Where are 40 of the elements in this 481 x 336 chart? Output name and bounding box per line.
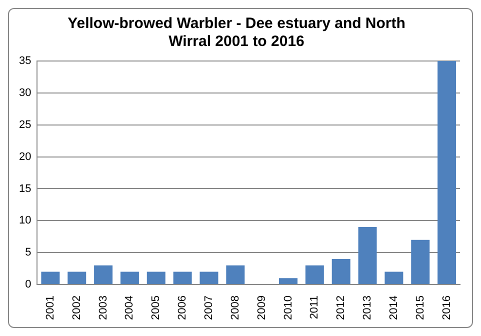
x-tick-label: 2011 xyxy=(308,296,321,320)
bar xyxy=(120,272,139,284)
bar xyxy=(226,265,245,284)
x-tick-label: 2008 xyxy=(229,296,242,320)
bar xyxy=(94,265,113,284)
x-tick-label: 2001 xyxy=(44,296,56,320)
y-tick-label: 35 xyxy=(18,55,32,68)
y-tick-label: 5 xyxy=(25,246,32,259)
y-tick-label: 15 xyxy=(18,182,32,195)
bar xyxy=(200,272,218,284)
x-tick-label: 2004 xyxy=(124,296,136,320)
x-tick-label: 2002 xyxy=(70,296,83,320)
x-tick-label: 2005 xyxy=(150,296,162,320)
bar xyxy=(68,272,86,284)
x-tick-label: 2003 xyxy=(97,296,110,320)
y-tick-label: 10 xyxy=(18,214,32,227)
bar xyxy=(173,272,192,284)
bar xyxy=(41,272,60,284)
x-tick-label: 2014 xyxy=(388,296,400,320)
y-tick-label: 25 xyxy=(18,118,32,131)
bar xyxy=(305,265,324,284)
x-tick-label: 2016 xyxy=(440,296,453,320)
bar xyxy=(438,61,456,284)
bar xyxy=(384,272,404,284)
bar xyxy=(358,227,377,284)
x-tick-label: 2015 xyxy=(414,296,426,320)
x-tick-label: 2012 xyxy=(335,296,348,320)
x-tick-label: 2007 xyxy=(203,296,216,320)
bar xyxy=(279,278,298,284)
y-tick-label: 20 xyxy=(18,150,32,163)
chart-title: Yellow-browed Warbler - Dee estuary and North Wirral 2001 to 2016 xyxy=(68,15,406,50)
y-tick-label: 0 xyxy=(25,278,32,291)
bar xyxy=(411,240,430,284)
x-tick-label: 2010 xyxy=(282,296,294,320)
x-tick-label: 2006 xyxy=(176,296,189,320)
bar xyxy=(146,272,166,284)
bar xyxy=(332,258,350,284)
x-tick-label: 2009 xyxy=(256,296,268,320)
y-tick-label: 30 xyxy=(18,86,32,99)
x-tick-label: 2013 xyxy=(362,296,374,320)
